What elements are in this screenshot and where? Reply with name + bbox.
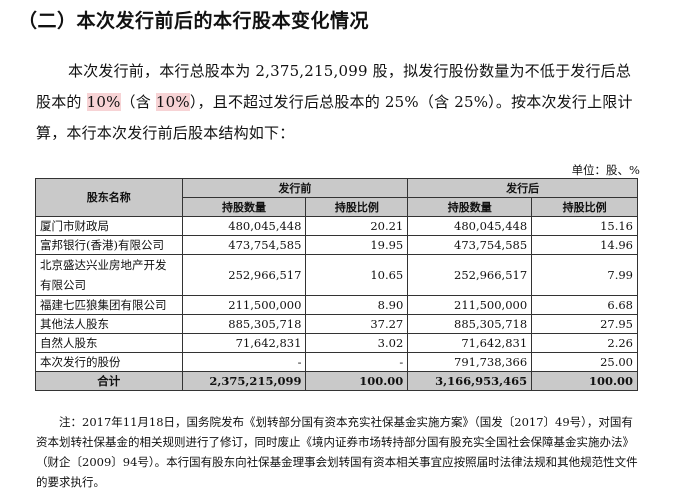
- table-row: 富邦银行(香港)有限公司 473,754,585 19.95 473,754,5…: [35, 235, 638, 255]
- table-row: 北京盛达兴业房地产开发有限公司 252,966,517 10.65 252,96…: [35, 254, 638, 296]
- cell-total-before-ratio: 100.00: [305, 371, 409, 391]
- cell-total-after-shares: 3,166,953,465: [407, 371, 533, 391]
- cell-before-ratio: 37.27: [305, 314, 409, 334]
- cell-after-ratio: 14.96: [531, 235, 638, 255]
- cell-after-ratio: 15.16: [531, 216, 638, 236]
- cell-name: 厦门市财政局: [35, 216, 183, 236]
- cell-before-ratio: -: [305, 352, 409, 372]
- cell-after-shares: 885,305,718: [407, 314, 533, 334]
- header-before-shares: 持股数量: [181, 197, 307, 217]
- cell-after-ratio: 25.00: [531, 352, 638, 372]
- cell-after-shares: 791,738,366: [407, 352, 533, 372]
- section-heading: （二）本次发行前后的本行股本变化情况: [18, 10, 370, 32]
- cell-total-label: 合计: [35, 371, 183, 391]
- cell-name: 福建七匹狼集团有限公司: [35, 295, 183, 315]
- cell-before-ratio: 19.95: [305, 235, 409, 255]
- header-shareholder: 股东名称: [35, 178, 183, 217]
- cell-before-shares: 473,754,585: [181, 235, 307, 255]
- header-after: 发行后: [407, 178, 638, 198]
- table-row: 福建七匹狼集团有限公司 211,500,000 8.90 211,500,000…: [35, 295, 638, 315]
- cell-before-shares: -: [181, 352, 307, 372]
- header-after-ratio: 持股比例: [531, 197, 638, 217]
- table-row: 本次发行的股份 - - 791,738,366 25.00: [35, 352, 638, 372]
- cell-after-shares: 473,754,585: [407, 235, 533, 255]
- cell-after-ratio: 27.95: [531, 314, 638, 334]
- cell-before-shares: 480,045,448: [181, 216, 307, 236]
- table-total-row: 合计 2,375,215,099 100.00 3,166,953,465 10…: [35, 371, 638, 391]
- cell-before-shares: 252,966,517: [181, 254, 307, 296]
- intro-paragraph: 本次发行前，本行总股本为 2,375,215,099 股，拟发行股份数量为不低于…: [36, 56, 640, 149]
- cell-before-ratio: 3.02: [305, 333, 409, 353]
- header-before: 发行前: [181, 178, 409, 198]
- cell-after-shares: 71,642,831: [407, 333, 533, 353]
- cell-before-ratio: 20.21: [305, 216, 409, 236]
- cell-after-shares: 211,500,000: [407, 295, 533, 315]
- para-text-1: 本次发行前，本行总股本为 2,375,215,099 股，拟发行股份数量为不低于…: [36, 62, 632, 111]
- cell-after-ratio: 6.68: [531, 295, 638, 315]
- cell-name: 北京盛达兴业房地产开发有限公司: [35, 254, 183, 296]
- para-text-3: ），且不超过发行后总股本的 25%（含 25%）。按本次发行上限计算，本行本次发…: [36, 93, 633, 142]
- para-text-2: （含: [120, 93, 156, 111]
- header-before-ratio: 持股比例: [305, 197, 409, 217]
- cell-name: 自然人股东: [35, 333, 183, 353]
- cell-total-before-shares: 2,375,215,099: [181, 371, 307, 391]
- cell-before-shares: 885,305,718: [181, 314, 307, 334]
- table-row: 其他法人股东 885,305,718 37.27 885,305,718 27.…: [35, 314, 638, 334]
- cell-before-shares: 71,642,831: [181, 333, 307, 353]
- cell-before-ratio: 10.65: [305, 254, 409, 296]
- cell-total-after-ratio: 100.00: [531, 371, 638, 391]
- cell-before-ratio: 8.90: [305, 295, 409, 315]
- footnote: 注：2017年11月18日，国务院发布《划转部分国有资本充实社保基金实施方案》（…: [36, 415, 638, 489]
- share-structure-table: 股东名称 发行前 发行后 持股数量 持股比例 持股数量 持股比例 厦门市财政局 …: [35, 178, 638, 391]
- cell-name: 富邦银行(香港)有限公司: [35, 235, 183, 255]
- table-header-row-2: 持股数量 持股比例 持股数量 持股比例: [36, 197, 638, 217]
- cell-name: 其他法人股东: [35, 314, 183, 334]
- highlight-1: 10%: [86, 93, 121, 111]
- header-after-shares: 持股数量: [407, 197, 533, 217]
- cell-after-ratio: 7.99: [531, 254, 638, 296]
- cell-after-shares: 252,966,517: [407, 254, 533, 296]
- cell-after-ratio: 2.26: [531, 333, 638, 353]
- cell-after-shares: 480,045,448: [407, 216, 533, 236]
- table-row: 自然人股东 71,642,831 3.02 71,642,831 2.26: [35, 333, 638, 353]
- unit-label: 单位：股、%: [571, 163, 640, 177]
- cell-name: 本次发行的股份: [35, 352, 183, 372]
- table-header-row-1: 股东名称 发行前 发行后: [35, 178, 638, 217]
- table-row: 厦门市财政局 480,045,448 20.21 480,045,448 15.…: [35, 216, 638, 236]
- cell-before-shares: 211,500,000: [181, 295, 307, 315]
- highlight-2: 10%: [155, 93, 190, 111]
